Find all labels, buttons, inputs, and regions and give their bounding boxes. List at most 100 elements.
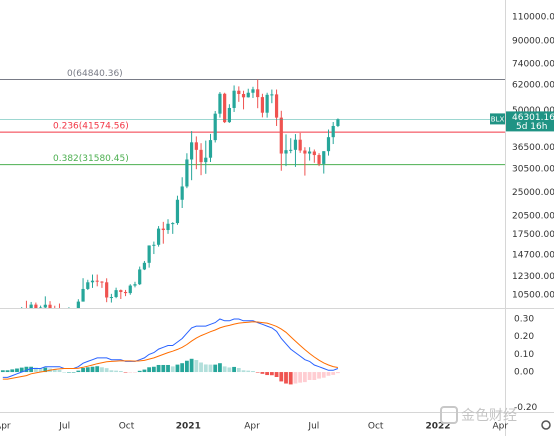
macd-histogram-bar	[241, 370, 246, 373]
macd-histogram-bar	[71, 372, 76, 373]
x-tick-label: Jul	[58, 422, 70, 432]
macd-histogram-bar	[302, 372, 307, 383]
candle-body	[166, 223, 170, 231]
candle-body	[34, 304, 38, 308]
macd-histogram-bar	[326, 372, 331, 376]
macd-histogram-bar	[279, 372, 284, 382]
macd-histogram-bar	[312, 372, 317, 381]
settings-gear[interactable]	[541, 420, 551, 430]
macd-histogram-bar	[67, 372, 71, 373]
candle-body	[227, 107, 231, 123]
candle-body	[180, 186, 184, 200]
candle-body	[147, 245, 151, 263]
settings-icon[interactable]	[541, 420, 551, 430]
watermark-text: 金色财经	[461, 407, 517, 424]
macd-histogram-bar	[147, 367, 152, 373]
symbol-label: BLX	[491, 115, 505, 123]
candle-body	[105, 282, 109, 298]
x-tick-label: 2022	[425, 422, 450, 432]
candle-body	[326, 137, 331, 152]
x-tick-label: Oct	[119, 422, 135, 432]
candle-body	[86, 282, 90, 289]
candle-body	[171, 223, 175, 225]
last-price-label: 46301.16	[512, 113, 554, 123]
candle-body	[43, 304, 47, 308]
candle-body	[218, 93, 222, 114]
y-tick-label: 110000.00	[512, 13, 554, 23]
macd-histogram-bar	[81, 367, 85, 373]
macd-histogram-bar	[118, 370, 123, 373]
last-price-tag	[506, 111, 554, 132]
macd-histogram-bar	[57, 369, 62, 373]
candle-body	[119, 290, 123, 292]
candle-body	[185, 159, 189, 187]
y-tick-label: 14700.00	[512, 251, 554, 261]
macd-line	[2, 318, 339, 378]
x-tick-label: Apr	[0, 422, 11, 432]
candle-body	[293, 139, 298, 150]
macd-histogram-bar	[227, 367, 232, 373]
macd-histogram-bar	[133, 372, 137, 373]
candle-body	[279, 117, 283, 154]
macd-histogram-bar	[208, 364, 213, 373]
watermark: 金色财经	[440, 406, 517, 424]
macd-histogram-bar	[29, 366, 34, 373]
macd-histogram-bar	[33, 367, 38, 373]
macd-histogram-bar	[128, 372, 133, 373]
candle-body	[336, 119, 340, 126]
macd-histogram-bar	[161, 364, 166, 373]
candle-body	[90, 280, 95, 283]
countdown-label: 5d 16h	[516, 122, 547, 132]
candle-body	[322, 151, 326, 164]
macd-histogram-bar	[142, 369, 147, 373]
y-tick-label: 17500.00	[512, 230, 554, 240]
macd-histogram-bar	[213, 364, 218, 373]
candle-body	[241, 93, 246, 98]
macd-histogram-bar	[38, 368, 43, 373]
candle-body	[29, 304, 33, 308]
x-tick-label: Apr	[492, 422, 508, 432]
macd-histogram-bar	[236, 367, 241, 373]
macd-histogram-bar	[321, 372, 326, 378]
candle-body	[232, 90, 236, 108]
candle-body	[284, 150, 288, 154]
macd-histogram-bar	[170, 366, 175, 373]
macd-histogram-bar	[203, 364, 208, 373]
candle-body	[138, 269, 142, 285]
candle-body	[109, 297, 113, 299]
candle-body	[199, 149, 203, 163]
macd-histogram-bar	[166, 364, 170, 373]
candle-body	[256, 89, 260, 98]
signal-line	[2, 321, 338, 380]
macd-histogram-bar	[52, 369, 57, 373]
candle-body	[95, 280, 99, 282]
candle-body	[274, 94, 279, 118]
macd-histogram-bar	[175, 364, 180, 373]
candle-body	[246, 92, 250, 98]
candle-body	[123, 291, 128, 294]
candle-body	[142, 262, 147, 270]
y-tick-label: 36500.00	[512, 143, 554, 153]
candle-body	[204, 157, 208, 163]
y-tick-label: 25000.00	[512, 188, 554, 198]
y-tick-label: 10500.00	[512, 290, 554, 300]
candle-body	[237, 90, 241, 94]
macd-histogram-bar	[255, 372, 260, 373]
candle-body	[156, 228, 161, 245]
candle-body	[114, 290, 118, 298]
candle-body	[48, 304, 52, 308]
x-tick-label: Jul	[307, 422, 319, 432]
candle-body	[38, 307, 43, 308]
macd-histogram-bar	[15, 368, 19, 373]
macd-histogram-bar	[0, 370, 5, 373]
candle-body	[289, 149, 293, 151]
candle-body	[208, 140, 213, 158]
macd-histogram-bar	[293, 372, 298, 384]
macd-histogram-bar	[10, 369, 15, 373]
candle-body	[100, 281, 104, 283]
macd-histogram-bar	[218, 363, 222, 373]
macd-histogram-bar	[246, 370, 251, 373]
macd-histogram-bar	[199, 362, 203, 373]
